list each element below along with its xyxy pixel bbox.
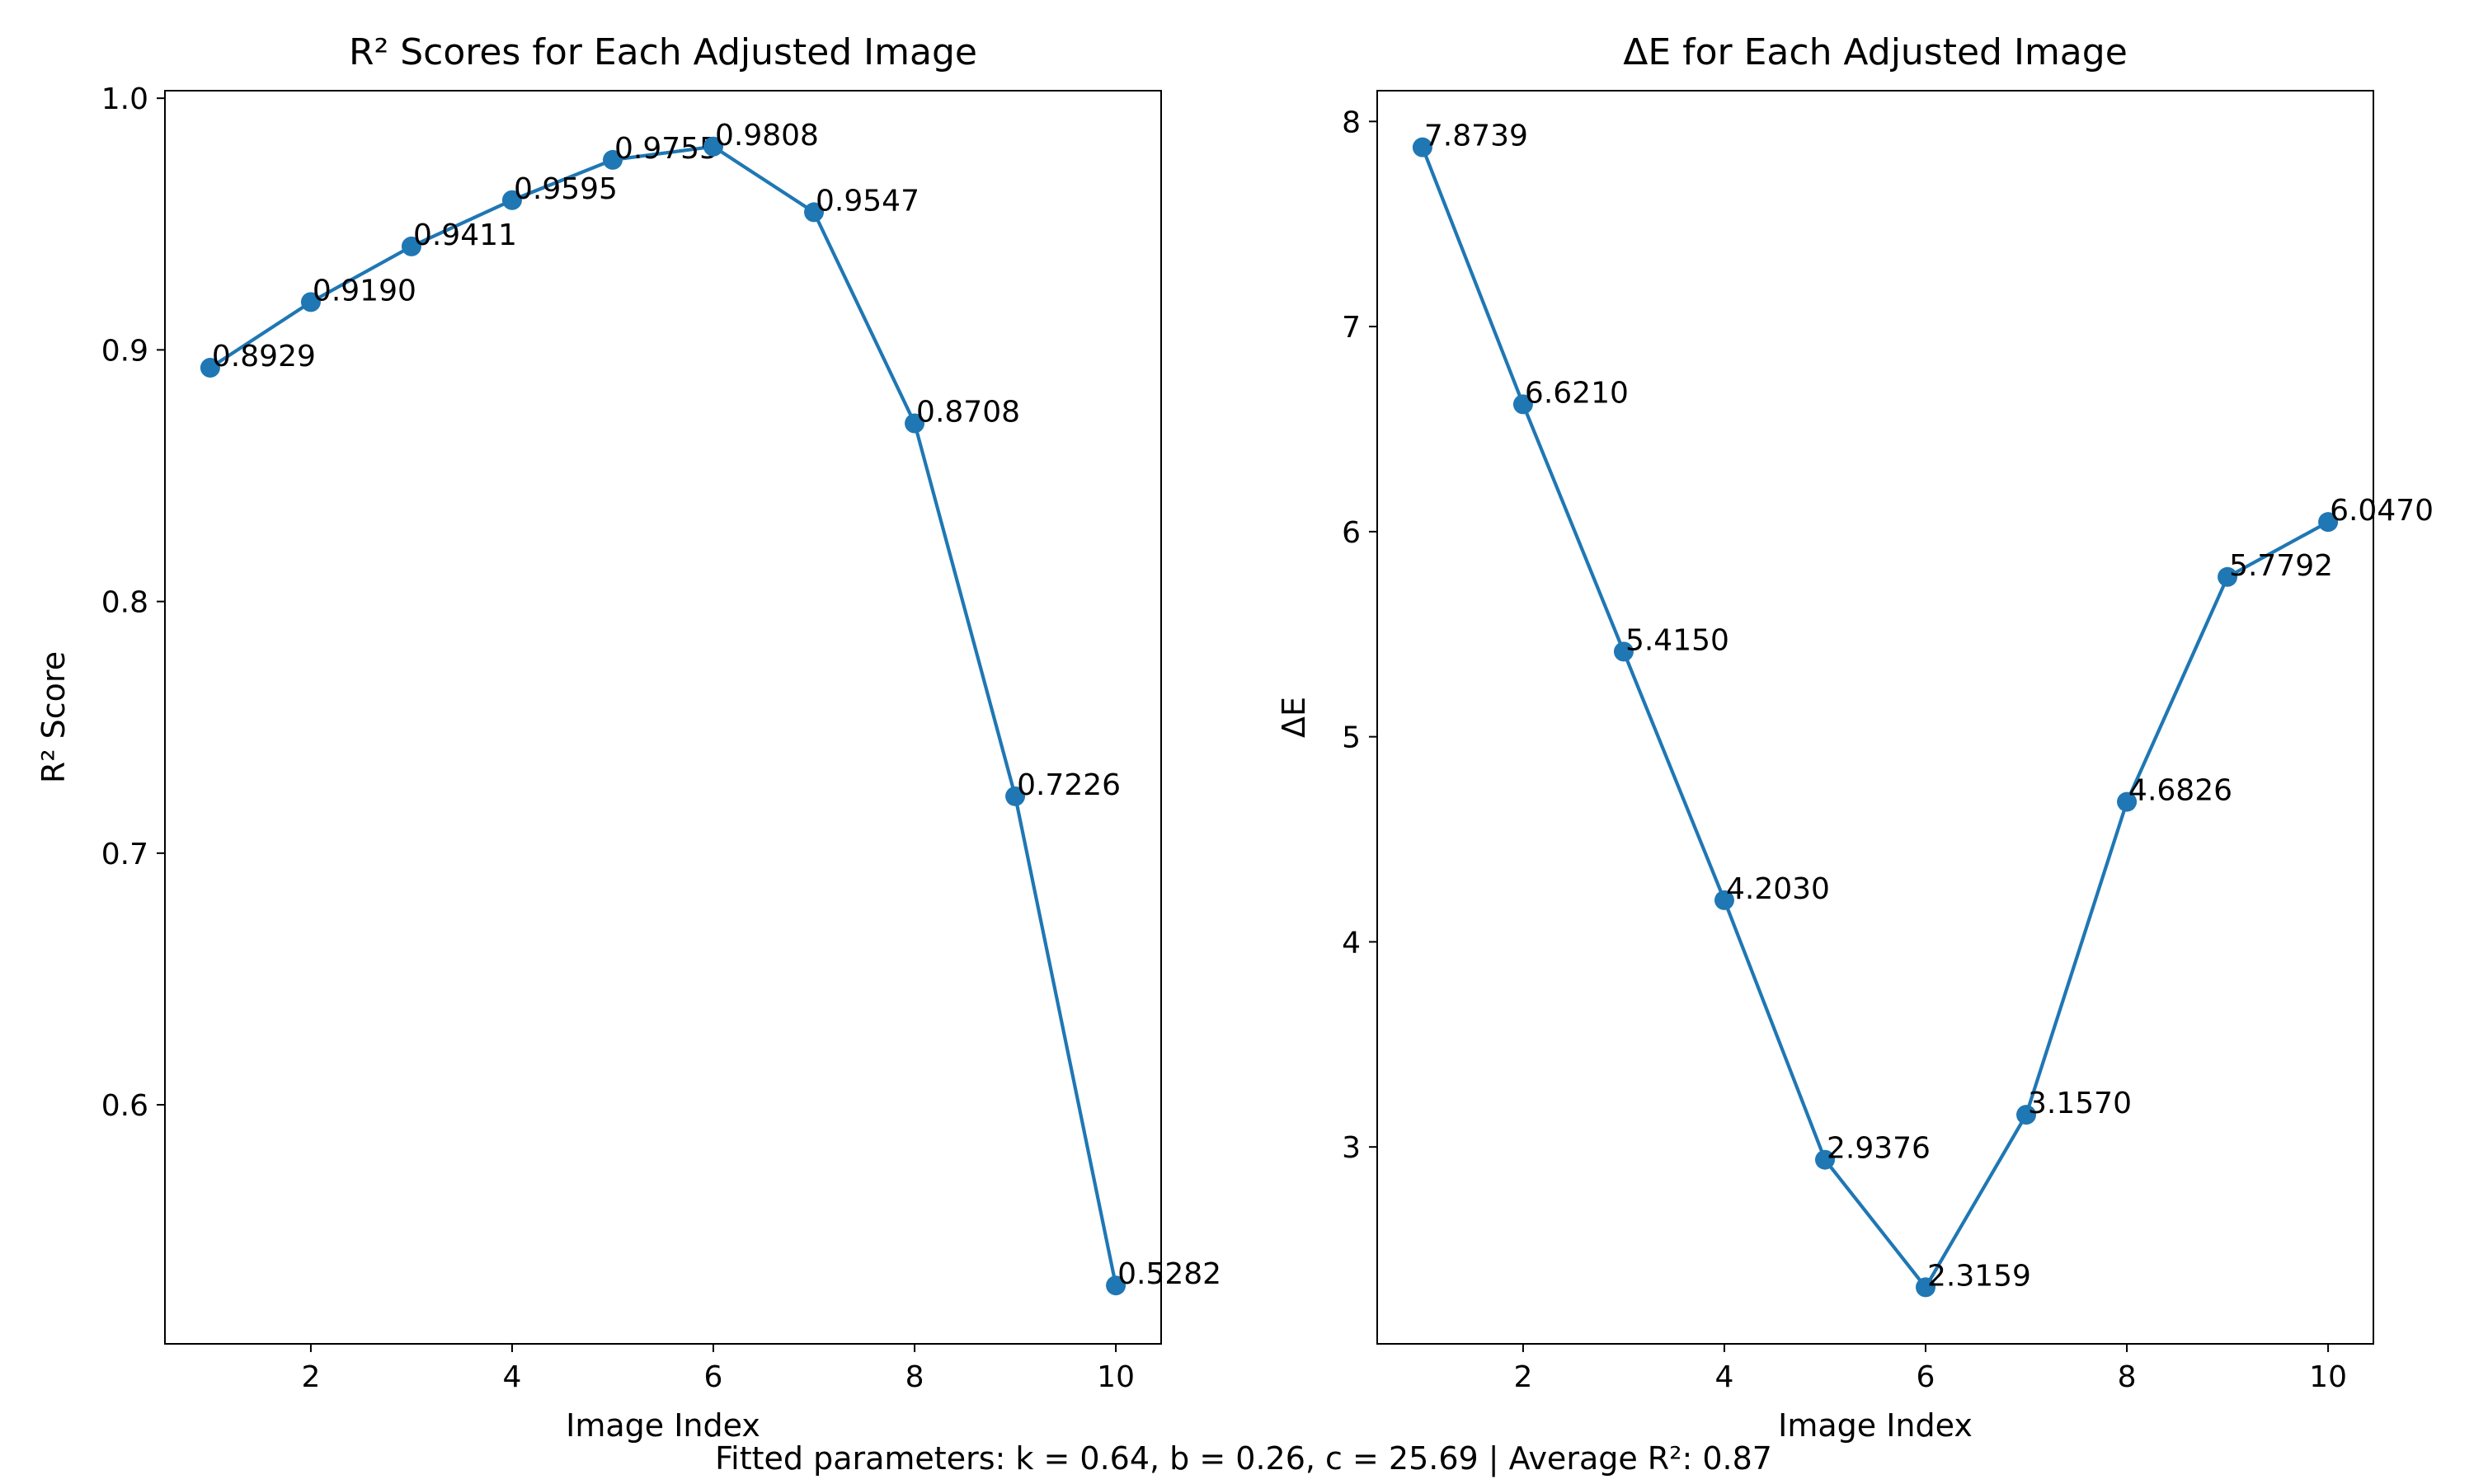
delta-e-x-axis-label: Image Index [1778,1407,1973,1444]
delta-e-data-label: 5.4150 [1625,623,1729,657]
r2-x-tick-label: 2 [301,1360,320,1394]
delta-e-data-point [1814,1149,1835,1170]
delta-e-data-label: 2.9376 [1827,1132,1931,1166]
r2-data-label: 0.8708 [916,396,1020,430]
delta-e-data-point [2318,512,2339,533]
delta-e-y-tick-label: 5 [1342,721,1361,755]
delta-e-data-label: 4.2030 [1726,872,1830,906]
r2-x-tick-label: 6 [704,1360,723,1394]
r2-y-tick-label: 0.9 [101,334,148,368]
delta-e-plot-frame [1376,90,2374,1345]
delta-e-data-point [2016,1105,2037,1125]
delta-e-data-point [1916,1277,1936,1298]
r2-data-point [602,149,623,170]
r2-chart-title: R² Scores for Each Adjusted Image [349,31,977,73]
r2-y-axis-label: R² Score [35,651,72,783]
r2-y-tick-label: 0.6 [101,1089,148,1123]
r2-x-axis-label: Image Index [566,1407,760,1444]
r2-data-label: 0.9808 [715,119,819,153]
r2-data-point [300,292,321,312]
r2-data-point [905,413,925,434]
r2-y-tick-label: 0.7 [101,838,148,871]
r2-data-label: 0.5282 [1117,1257,1221,1291]
r2-data-label: 0.9595 [514,172,618,206]
delta-e-data-point [1412,137,1432,157]
delta-e-x-tick-label: 4 [1715,1360,1734,1394]
delta-e-x-tick-label: 8 [2118,1360,2137,1394]
delta-e-y-tick-label: 3 [1342,1131,1361,1165]
delta-e-data-point [1714,890,1734,910]
delta-e-chart-title: ΔE for Each Adjusted Image [1623,31,2128,73]
r2-x-tick-label: 10 [1097,1360,1135,1394]
delta-e-data-point [2218,566,2238,587]
delta-e-data-label: 6.6210 [1525,376,1629,410]
r2-y-tick-label: 1.0 [101,82,148,116]
delta-e-data-label: 3.1570 [2028,1087,2132,1120]
delta-e-y-tick-label: 7 [1342,311,1361,345]
delta-e-data-point [2117,791,2138,812]
delta-e-x-tick-label: 10 [2309,1360,2347,1394]
r2-data-label: 0.9190 [313,274,416,308]
r2-data-point [804,202,825,223]
delta-e-data-label: 7.8739 [1424,120,1528,153]
r2-data-point [401,236,421,256]
r2-data-label: 0.9547 [816,184,920,218]
r2-data-label: 0.9755 [614,132,718,166]
delta-e-chart-panel: ΔE for Each Adjusted Image 2 4 6 8 10 3 4 5 6 7 8 Im… [1276,31,2434,1444]
delta-e-data-point [1512,394,1533,415]
delta-e-y-tick-label: 8 [1342,106,1361,139]
r2-data-label: 0.9411 [413,218,517,252]
r2-series-line [209,144,1118,1286]
r2-data-label: 0.8929 [212,340,316,373]
r2-x-tick-label: 8 [905,1360,924,1394]
r2-x-tick-label: 4 [503,1360,522,1394]
delta-e-data-label: 4.6826 [2128,774,2232,808]
r2-data-point [501,190,522,210]
delta-e-y-tick-label: 4 [1342,926,1361,960]
r2-data-point [200,358,220,378]
r2-data-point [1106,1275,1126,1296]
r2-data-label: 0.7226 [1017,768,1121,802]
delta-e-x-tick-label: 6 [1917,1360,1935,1394]
delta-e-series-line [1420,146,2330,1289]
delta-e-data-label: 2.3159 [1927,1259,2031,1293]
delta-e-data-point [1613,641,1634,662]
fitted-parameters-footer: Fitted parameters: k = 0.64, b = 0.26, c… [715,1440,1772,1477]
delta-e-y-tick-label: 6 [1342,516,1361,550]
r2-data-point [1005,786,1026,806]
r2-y-tick-label: 0.8 [101,586,148,620]
r2-data-point [703,136,724,157]
delta-e-y-axis-label: ΔE [1276,697,1312,738]
delta-e-data-label: 5.7792 [2229,549,2333,583]
r2-chart-panel: R² Scores for Each Adjusted Image 2 4 6 8 10 0… [35,31,1221,1444]
delta-e-data-label: 6.0470 [2330,494,2434,528]
r2-plot-frame [164,90,1162,1345]
delta-e-x-tick-label: 2 [1513,1360,1532,1394]
